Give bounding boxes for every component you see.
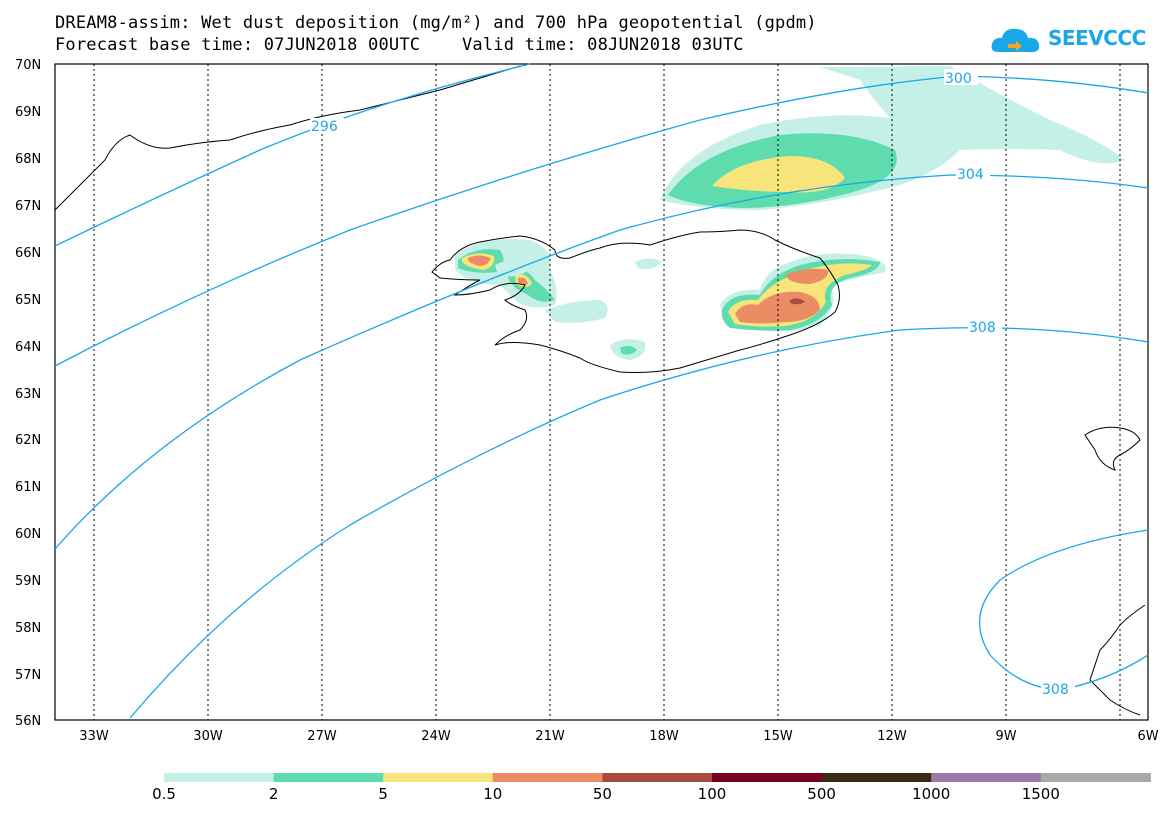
lon-label: 9W	[995, 729, 1016, 744]
dust-area-sw2-mid	[620, 345, 637, 355]
colorbar-label: 1000	[912, 785, 951, 803]
faroe-islands	[1084, 426, 1141, 471]
contour-label: 308	[1042, 682, 1069, 698]
lat-label: 60N	[15, 527, 41, 542]
greenland-coast	[54, 65, 521, 211]
lon-label: 33W	[79, 729, 109, 744]
iceland-coast	[431, 229, 840, 373]
lat-label: 59N	[15, 574, 41, 589]
contour-308a	[129, 327, 1149, 719]
colorbar-swatch	[602, 773, 713, 782]
lat-label: 70N	[15, 58, 41, 73]
colorbar-label: 5	[378, 785, 388, 803]
contour-300	[54, 75, 1149, 367]
colorbar-swatch	[492, 773, 603, 782]
lon-label: 24W	[421, 729, 451, 744]
colorbar-label: 100	[697, 785, 727, 803]
lon-label: 6W	[1137, 729, 1158, 744]
lon-label: 18W	[649, 729, 679, 744]
cloud-logo-icon	[991, 28, 1040, 52]
lat-label: 66N	[15, 246, 41, 261]
chart-title-line1: DREAM8-assim: Wet dust deposition (mg/m²…	[55, 13, 817, 33]
lat-label: 67N	[15, 199, 41, 214]
contour-label: 304	[957, 167, 984, 183]
lat-label: 63N	[15, 387, 41, 402]
geopotential-contours	[54, 63, 1149, 719]
logo-text: SEEVCCC	[1048, 26, 1146, 50]
colorbar-label: 50	[592, 785, 612, 803]
colorbar-label: 0.5	[152, 785, 176, 803]
contour-304	[54, 174, 1149, 550]
lat-label: 57N	[15, 668, 41, 683]
dust-deposition-shading	[455, 66, 1125, 360]
lat-label: 56N	[15, 714, 41, 729]
colorbar-swatch	[931, 773, 1042, 782]
lat-label: 58N	[15, 621, 41, 636]
lon-label: 15W	[763, 729, 793, 744]
contour-308b	[978, 529, 1149, 691]
colorbar-label: 2	[268, 785, 279, 803]
colorbar-swatch	[383, 773, 494, 782]
dust-area-east-brown	[790, 298, 805, 305]
contour-296	[54, 63, 531, 247]
grid-lines	[93, 64, 1121, 720]
colorbar-label: 1500	[1021, 785, 1060, 803]
dust-area-n-small	[635, 258, 662, 270]
colorbar-swatch	[273, 773, 384, 782]
lat-label: 61N	[15, 480, 41, 495]
chart-title-line2: Forecast base time: 07JUN2018 00UTC Vali…	[55, 35, 744, 55]
longitude-axis: 33W 30W 27W 24W 21W 18W 15W 12W 9W 6W	[79, 729, 1158, 744]
contour-labels: 296 300 304 308 308	[310, 69, 1075, 698]
contour-label: 300	[945, 71, 972, 87]
colorbar-swatch	[164, 773, 275, 782]
colorbar-swatch	[821, 773, 932, 782]
contour-label: 308	[969, 320, 996, 336]
lon-label: 12W	[877, 729, 907, 744]
colorbar-label: 10	[483, 785, 503, 803]
lon-label: 27W	[307, 729, 337, 744]
latitude-axis: 70N 69N 68N 67N 66N 65N 64N 63N 62N 61N …	[15, 58, 41, 729]
dust-area-west-red2	[518, 277, 528, 285]
contour-label: 296	[311, 119, 338, 135]
colorbar-label: 500	[807, 785, 836, 803]
dust-area-east-red2	[785, 268, 829, 284]
lat-label: 62N	[15, 433, 41, 448]
dust-area-nw-small	[495, 260, 530, 277]
coastlines	[54, 65, 1146, 716]
lon-label: 30W	[193, 729, 223, 744]
lat-label: 69N	[15, 105, 41, 120]
lat-label: 68N	[15, 152, 41, 167]
colorbar-swatch	[712, 773, 823, 782]
lat-label: 65N	[15, 293, 41, 308]
map-frame	[54, 63, 1149, 721]
colorbar	[164, 773, 1151, 782]
dust-area-west-red1	[468, 255, 490, 266]
lon-label: 21W	[535, 729, 565, 744]
lat-label: 64N	[15, 340, 41, 355]
colorbar-swatch	[1040, 773, 1151, 782]
dust-area-sw1	[545, 300, 608, 323]
scotland-coast	[1089, 604, 1146, 716]
